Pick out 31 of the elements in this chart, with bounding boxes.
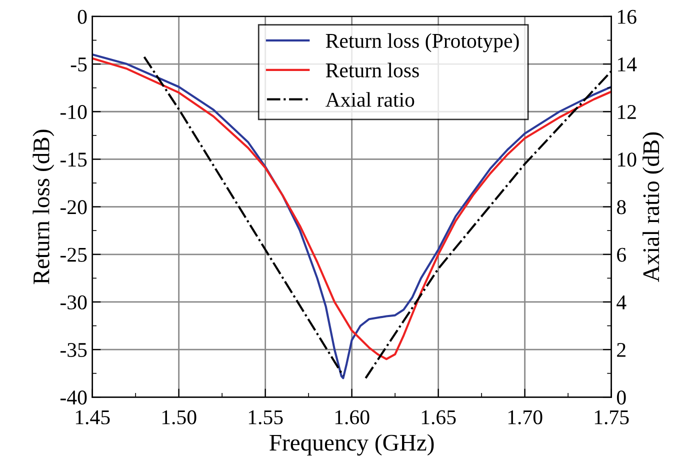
y-tick-label: -20: [60, 200, 87, 214]
y-tick-label: -10: [60, 105, 87, 120]
y2-axis-title: Axial ratio (dB): [642, 132, 664, 282]
y-tick-label: -25: [60, 248, 87, 262]
y-tick-label: -30: [60, 295, 87, 310]
y2-tick-label: 14: [618, 58, 637, 72]
y-axis-title: Return loss (dB): [32, 130, 54, 284]
legend-label: Axial ratio: [326, 92, 414, 107]
y2-tick-label: 8: [616, 200, 626, 214]
legend-label: Return loss: [326, 62, 419, 78]
y2-tick-label: 4: [616, 295, 626, 310]
x-tick-label: 1.50: [162, 410, 196, 424]
y2-tick-label: 10: [618, 152, 636, 167]
x-tick-label: 1.45: [76, 410, 110, 424]
x-axis-title: Frequency (GHz): [270, 434, 434, 456]
x-tick-label: 1.70: [508, 410, 542, 424]
x-tick-label: 1.60: [335, 410, 370, 424]
y2-tick-label: 6: [617, 248, 626, 262]
y2-tick-label: 2: [617, 342, 626, 357]
y-tick-label: -40: [60, 390, 87, 405]
y-tick-label: -15: [60, 152, 87, 167]
y2-tick-label: 0: [616, 390, 626, 405]
legend-label: Return loss (Prototype): [326, 33, 519, 52]
x-tick-label: 1.75: [594, 410, 629, 424]
x-tick-label: 1.65: [422, 410, 456, 424]
y-tick-label: 0: [78, 10, 87, 24]
y-tick-label: -35: [60, 342, 87, 357]
y-tick-label: -5: [70, 58, 87, 72]
y2-tick-label: 16: [618, 10, 636, 24]
x-tick-label: 1.55: [248, 410, 283, 424]
y2-tick-label: 12: [618, 105, 636, 119]
